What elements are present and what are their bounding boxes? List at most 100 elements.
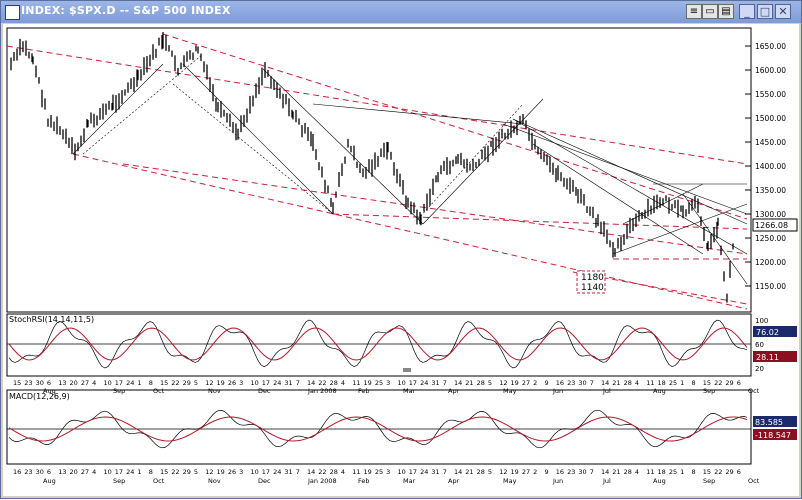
date-day-label: 3 [386, 468, 390, 476]
black-trendline [512, 118, 748, 255]
date-day-label: 30 [578, 468, 586, 476]
date-month-label: Feb [358, 477, 370, 485]
date-day-label: 4 [635, 379, 639, 387]
date-day-label: 25 [669, 468, 677, 476]
date-day-label: 31 [431, 379, 439, 387]
date-day-label: 21 [465, 379, 473, 387]
price-axis: 1650.00 1600.00 1550.00 1500.00 1450.00 1400.… [745, 42, 786, 291]
date-day-label: 10 [250, 379, 258, 387]
date-day-label: 6 [737, 468, 741, 476]
date-day-label: 3 [239, 379, 243, 387]
annotation-1180: 1180 [581, 273, 604, 283]
title-bar[interactable]: INDEX: $SPX.D -- S&P 500 INDEX ≡ ▭ ▤ _ □… [1, 1, 801, 23]
date-day-label: 19 [511, 379, 519, 387]
current-price-box [752, 218, 798, 232]
macd-signal-line [8, 416, 748, 442]
date-day-label: 30 [36, 468, 44, 476]
date-day-label: 15 [703, 379, 711, 387]
date-month-label: Feb [358, 387, 370, 395]
date-day-label: 14 [454, 379, 462, 387]
date-day-label: 16 [556, 379, 564, 387]
stoch-slow-line [8, 327, 748, 361]
date-day-label: 25 [669, 379, 677, 387]
price-tick-label: 1350.00 [755, 186, 786, 195]
date-day-label: 31 [431, 468, 439, 476]
date-day-label: 24 [126, 468, 134, 476]
date-day-label: 6 [47, 468, 51, 476]
date-axis-2: 16 23 30 6 13 20 27 4 10 17 24 1 8 15 22 29 5 12 19 26 3 10 17… [13, 468, 760, 485]
date-day-label: 22 [318, 468, 326, 476]
date-day-label: 4 [92, 468, 96, 476]
date-month-label: Aug [43, 477, 56, 485]
date-day-label: 15 [160, 379, 168, 387]
date-day-label: 22 [171, 379, 179, 387]
date-month-label: Aug [43, 387, 56, 395]
date-day-label: 19 [511, 468, 519, 476]
app-icon[interactable] [5, 5, 20, 20]
date-day-label: 12 [205, 468, 213, 476]
date-day-label: 24 [420, 468, 428, 476]
red-trendline [162, 33, 748, 220]
date-day-label: 16 [13, 468, 21, 476]
annotation-1140: 1140 [581, 283, 604, 293]
zoom-button[interactable]: ▭ [702, 4, 718, 19]
stoch-fast-line [8, 319, 748, 369]
macd-value-1-box [753, 416, 797, 427]
stoch-tick-100: 100 [755, 317, 768, 325]
price-tick-label: 1150.00 [755, 282, 786, 291]
scroll-handle[interactable] [403, 368, 411, 372]
date-day-label: 27 [522, 468, 530, 476]
black-trendline [512, 118, 748, 225]
black-trendline [72, 63, 164, 155]
chart-canvas[interactable]: 1650.00 1600.00 1550.00 1500.00 1450.00 1400.… [3, 24, 799, 496]
price-panel [6, 27, 752, 313]
chart-area[interactable]: 1650.00 1600.00 1550.00 1500.00 1450.00 1400.… [3, 24, 799, 496]
date-month-label: Aug [653, 477, 666, 485]
stoch-value-2-box [753, 351, 797, 362]
price-tick-label: 1400.00 [755, 162, 786, 171]
date-day-label: 14 [601, 468, 609, 476]
date-month-label: May [503, 387, 517, 395]
arrange-button[interactable]: ≡ [686, 4, 702, 19]
date-month-label: Jan 2008 [307, 477, 337, 485]
close-icon[interactable]: ✕ [775, 4, 791, 19]
date-day-label: 10 [250, 468, 258, 476]
date-day-label: 19 [217, 379, 225, 387]
date-month-label: Oct [748, 387, 760, 395]
print-button[interactable]: ▤ [718, 4, 734, 19]
date-day-label: 21 [612, 379, 620, 387]
black-trendline [312, 103, 524, 125]
date-day-label: 22 [318, 379, 326, 387]
date-day-label: 22 [171, 468, 179, 476]
date-day-label: 20 [70, 379, 78, 387]
date-day-label: 15 [703, 468, 711, 476]
date-day-label: 5 [488, 379, 492, 387]
date-month-label: May [503, 477, 517, 485]
date-day-label: 29 [725, 379, 733, 387]
date-day-label: 16 [556, 468, 564, 476]
date-day-label: 15 [13, 379, 21, 387]
date-day-label: 29 [183, 468, 191, 476]
restore-icon[interactable]: □ [757, 4, 773, 19]
window-title: INDEX: $SPX.D -- S&P 500 INDEX [21, 4, 231, 17]
minimize-icon[interactable]: _ [739, 4, 755, 19]
date-day-label: 21 [612, 468, 620, 476]
macd-value-2-box [753, 429, 797, 440]
date-day-label: 22 [714, 468, 722, 476]
date-month-label: Dec [258, 477, 271, 485]
stoch-tick-60: 60 [755, 341, 764, 349]
date-day-label: 2 [533, 379, 537, 387]
date-day-label: 28 [477, 379, 485, 387]
price-tick-label: 1500.00 [755, 114, 786, 123]
date-day-label: 8 [691, 379, 695, 387]
red-trendline [122, 163, 748, 255]
date-day-label: 12 [499, 379, 507, 387]
date-day-label: 25 [375, 468, 383, 476]
stoch-value-2: 28.11 [756, 353, 779, 362]
date-month-label: Jun [552, 477, 563, 485]
date-month-label: Nov [208, 477, 221, 485]
date-day-label: 19 [364, 468, 372, 476]
date-day-label: 14 [454, 468, 462, 476]
date-day-label: 17 [262, 379, 270, 387]
date-day-label: 29 [725, 468, 733, 476]
